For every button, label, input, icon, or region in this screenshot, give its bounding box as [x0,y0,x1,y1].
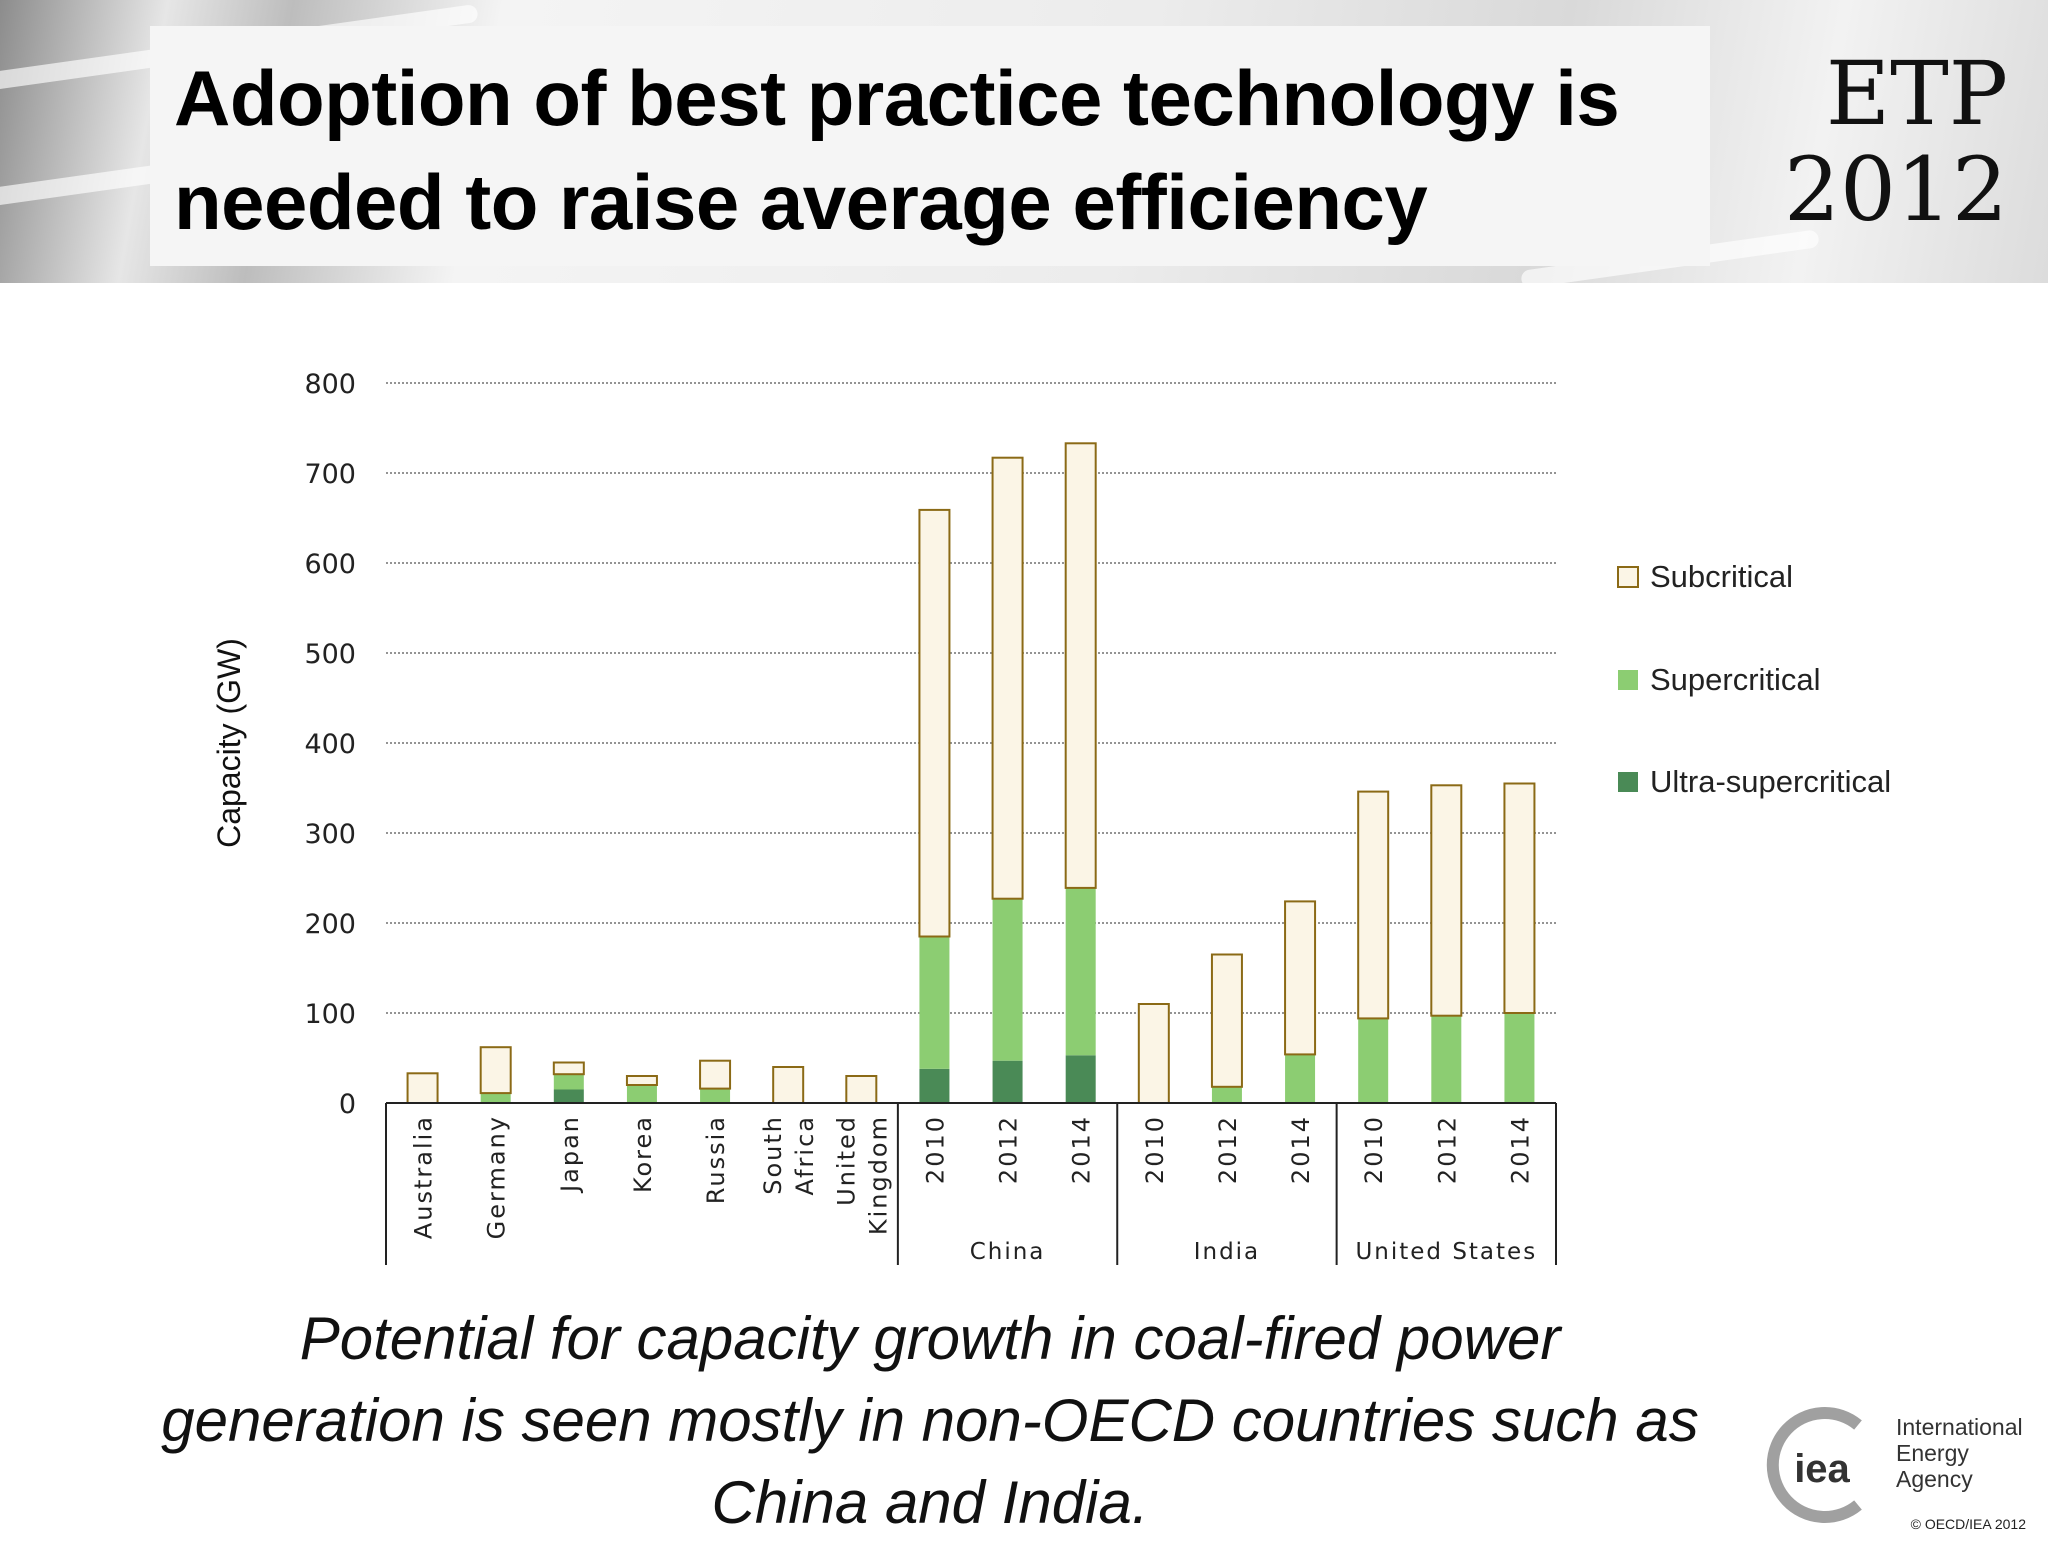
bar-segment [1064,442,1097,889]
bar-segment [919,936,950,1069]
bar-segment [1065,1055,1096,1103]
y-tick-label: 200 [304,909,356,940]
bar-segment [918,508,951,938]
etp-logo-line-1: ETP [1825,42,2008,145]
x-tick-label: 2014 [1506,1115,1534,1184]
x-tick-label: Africa [791,1115,819,1195]
legend-swatch [1618,772,1638,792]
bar-segment [992,898,1023,1061]
iea-name-line-2: Energy Agency [1896,1440,1973,1492]
x-tick-label: 2010 [1141,1115,1169,1184]
y-tick-label: 300 [304,819,356,850]
y-tick-label: 700 [304,459,356,490]
x-tick-label: 2014 [1287,1115,1315,1184]
bar-segment [1503,782,1536,1014]
y-tick-label: 600 [304,549,356,580]
title-box: Adoption of best practice technology is … [150,26,1710,266]
x-tick-label: United [832,1115,860,1206]
iea-name-line-1: International [1896,1414,2023,1440]
legend-swatch [1618,670,1638,690]
bar-segment [479,1046,512,1095]
x-group-label: United States [1355,1239,1537,1265]
iea-name: International Energy Agency [1896,1414,2048,1492]
bar-segment [845,1075,878,1104]
slide-caption: Potential for capacity growth in coal-fi… [120,1298,1740,1544]
bar-segment [1430,784,1463,1017]
title-line-1: Adoption of best practice technology is [174,54,1620,142]
bar-segment [1357,790,1390,1020]
bar-segment [1284,900,1317,1056]
legend-label: Subcritical [1650,559,1793,594]
iea-logo-text: iea [1794,1447,1850,1491]
etp-logo-line-2: 2012 [1784,138,2008,241]
x-tick-label: 2012 [1433,1115,1461,1184]
y-axis-label: Capacity (GW) [211,638,247,848]
y-tick-label: 0 [339,1089,356,1120]
x-tick-label: 2010 [1360,1115,1388,1184]
capacity-chart: 0 100 200 300 400 500 600 700 800 Capacity (GW) Au… [211,369,1891,1265]
bar-segment [1431,1015,1462,1103]
x-tick-label: Russia [702,1115,730,1204]
x-group-label: India [1194,1239,1260,1265]
x-tick-label: 2012 [1214,1115,1242,1184]
title-line-2: needed to raise average efficiency [174,158,1428,246]
y-tick-label: 500 [304,639,356,670]
bar-segment [552,1061,585,1076]
x-tick-label: Kingdom [864,1115,892,1235]
x-tick-label: 2010 [921,1115,949,1184]
x-group-label: China [970,1239,1046,1265]
x-tick-label: Korea [629,1115,657,1193]
y-tick-label: 100 [304,999,356,1030]
bar-segment [553,1074,584,1090]
y-tick-label: 400 [304,729,356,760]
bar-segment [1210,953,1243,1088]
caption-line-2: generation is seen mostly in non-OECD co… [161,1387,1699,1454]
copyright: © OECD/IEA 2012 [1910,1516,2026,1532]
etp-logo: ETP 2012 [1784,46,2008,238]
bar-segment [699,1059,732,1090]
y-tick-label: 800 [304,369,356,400]
caption-line-3: China and India. [711,1469,1149,1536]
bar-segment [919,1068,950,1103]
caption-line-1: Potential for capacity growth in coal-fi… [299,1305,1561,1372]
x-tick-label: 2014 [1068,1115,1096,1184]
bar-segment [1137,1003,1170,1104]
bar-segment [626,1085,657,1103]
legend-label: Ultra-supercritical [1650,764,1891,799]
bar-segment [1065,887,1096,1056]
legend-label: Supercritical [1650,662,1821,697]
x-tick-label: Germany [483,1115,511,1239]
iea-logo-icon: iea [1766,1407,1862,1523]
bar-segment [1285,1054,1316,1103]
bar-segment [625,1075,658,1086]
bar-segment [1211,1086,1242,1103]
slide-title: Adoption of best practice technology is … [174,46,1686,254]
bar-segment [772,1066,805,1104]
bar-segment [991,456,1024,900]
x-tick-label: Japan [556,1115,584,1194]
bar-segment [700,1088,731,1103]
x-tick-label: South [759,1115,787,1195]
bar-segment [992,1060,1023,1103]
x-tick-label: 2012 [995,1115,1023,1184]
bar-segment [553,1089,584,1103]
bar-segment [1504,1013,1535,1103]
legend-swatch [1617,566,1639,588]
bar-segment [1358,1018,1389,1103]
bar-segment [406,1072,439,1104]
x-tick-label: Australia [410,1115,438,1239]
bar-segment [480,1093,511,1103]
